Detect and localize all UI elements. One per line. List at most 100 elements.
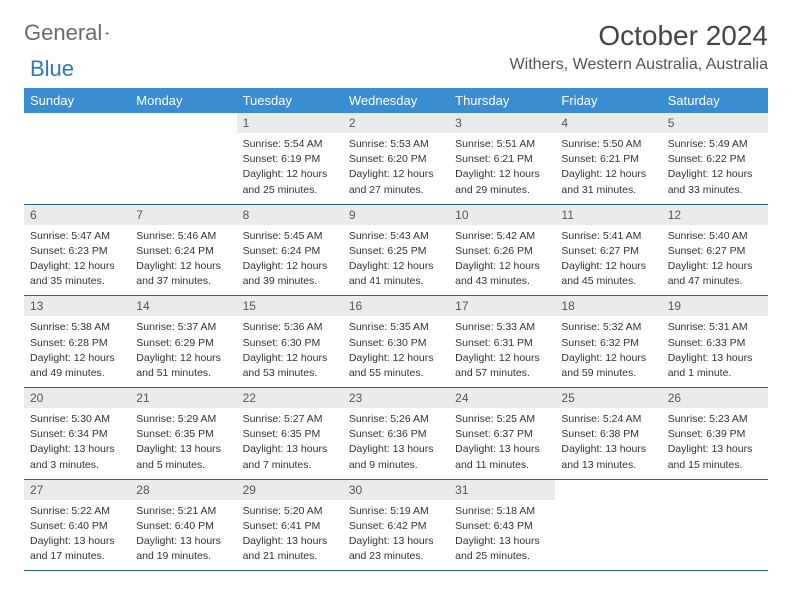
day-cell: 30Sunrise: 5:19 AMSunset: 6:42 PMDayligh… <box>343 480 449 571</box>
daylight1-text: Daylight: 12 hours <box>349 259 443 273</box>
day-cell: 3Sunrise: 5:51 AMSunset: 6:21 PMDaylight… <box>449 113 555 204</box>
sunrise-text: Sunrise: 5:19 AM <box>349 504 443 518</box>
daylight2-text: and 55 minutes. <box>349 366 443 380</box>
sunset-text: Sunset: 6:33 PM <box>668 336 762 350</box>
sunset-text: Sunset: 6:20 PM <box>349 152 443 166</box>
sunrise-text: Sunrise: 5:26 AM <box>349 412 443 426</box>
dayhead-thursday: Thursday <box>449 88 555 113</box>
daylight1-text: Daylight: 13 hours <box>30 534 124 548</box>
day-content: Sunrise: 5:40 AMSunset: 6:27 PMDaylight:… <box>662 225 768 296</box>
logo-part2: Blue <box>30 56 74 82</box>
day-cell <box>662 480 768 571</box>
day-number: 7 <box>130 205 236 225</box>
sunset-text: Sunset: 6:38 PM <box>561 427 655 441</box>
sunset-text: Sunset: 6:21 PM <box>455 152 549 166</box>
day-content: Sunrise: 5:18 AMSunset: 6:43 PMDaylight:… <box>449 500 555 571</box>
day-number: 11 <box>555 205 661 225</box>
day-cell: 25Sunrise: 5:24 AMSunset: 6:38 PMDayligh… <box>555 388 661 479</box>
day-content: Sunrise: 5:41 AMSunset: 6:27 PMDaylight:… <box>555 225 661 296</box>
day-number: 10 <box>449 205 555 225</box>
week-row: 1Sunrise: 5:54 AMSunset: 6:19 PMDaylight… <box>24 113 768 205</box>
day-number: 28 <box>130 480 236 500</box>
location-text: Withers, Western Australia, Australia <box>510 56 768 74</box>
calendar: Sunday Monday Tuesday Wednesday Thursday… <box>24 88 768 571</box>
daylight1-text: Daylight: 13 hours <box>455 534 549 548</box>
day-content: Sunrise: 5:19 AMSunset: 6:42 PMDaylight:… <box>343 500 449 571</box>
day-content: Sunrise: 5:27 AMSunset: 6:35 PMDaylight:… <box>237 408 343 479</box>
day-cell: 16Sunrise: 5:35 AMSunset: 6:30 PMDayligh… <box>343 296 449 387</box>
sunrise-text: Sunrise: 5:29 AM <box>136 412 230 426</box>
daylight2-text: and 25 minutes. <box>243 183 337 197</box>
day-cell: 23 Sunrise: 5:26 AMSunset: 6:36 PMDayligh… <box>343 388 449 479</box>
daylight1-text: Daylight: 12 hours <box>561 167 655 181</box>
daylight1-text: Daylight: 12 hours <box>455 167 549 181</box>
sunset-text: Sunset: 6:35 PM <box>243 427 337 441</box>
day-cell: 17Sunrise: 5:33 AMSunset: 6:31 PMDayligh… <box>449 296 555 387</box>
daylight1-text: Daylight: 13 hours <box>243 534 337 548</box>
day-content: Sunrise: 5:25 AMSunset: 6:37 PMDaylight:… <box>449 408 555 479</box>
sunrise-text: Sunrise: 5:27 AM <box>243 412 337 426</box>
day-cell: 15Sunrise: 5:36 AMSunset: 6:30 PMDayligh… <box>237 296 343 387</box>
day-cell <box>555 480 661 571</box>
day-content: Sunrise: 5:20 AMSunset: 6:41 PMDaylight:… <box>237 500 343 571</box>
daylight2-text: and 13 minutes. <box>561 458 655 472</box>
day-number: 16 <box>343 296 449 316</box>
day-cell: 4Sunrise: 5:50 AMSunset: 6:21 PMDaylight… <box>555 113 661 204</box>
daylight1-text: Daylight: 12 hours <box>243 167 337 181</box>
sunset-text: Sunset: 6:40 PM <box>30 519 124 533</box>
day-content: Sunrise: 5:31 AMSunset: 6:33 PMDaylight:… <box>662 316 768 387</box>
sunrise-text: Sunrise: 5:46 AM <box>136 229 230 243</box>
sunrise-text: Sunrise: 5:38 AM <box>30 320 124 334</box>
day-number: 3 <box>449 113 555 133</box>
day-header-row: Sunday Monday Tuesday Wednesday Thursday… <box>24 88 768 113</box>
daylight1-text: Daylight: 13 hours <box>136 442 230 456</box>
daylight1-text: Daylight: 12 hours <box>668 167 762 181</box>
dayhead-saturday: Saturday <box>662 88 768 113</box>
daylight1-text: Daylight: 12 hours <box>243 259 337 273</box>
sunset-text: Sunset: 6:36 PM <box>349 427 443 441</box>
day-cell: 21Sunrise: 5:29 AMSunset: 6:35 PMDayligh… <box>130 388 236 479</box>
day-number: 23 <box>343 388 449 408</box>
day-content: Sunrise: 5:45 AMSunset: 6:24 PMDaylight:… <box>237 225 343 296</box>
day-content: Sunrise: 5:23 AMSunset: 6:39 PMDaylight:… <box>662 408 768 479</box>
sunset-text: Sunset: 6:40 PM <box>136 519 230 533</box>
sunset-text: Sunset: 6:42 PM <box>349 519 443 533</box>
sunset-text: Sunset: 6:23 PM <box>30 244 124 258</box>
daylight1-text: Daylight: 12 hours <box>349 351 443 365</box>
daylight2-text: and 39 minutes. <box>243 274 337 288</box>
daylight1-text: Daylight: 12 hours <box>561 259 655 273</box>
sunrise-text: Sunrise: 5:23 AM <box>668 412 762 426</box>
sunset-text: Sunset: 6:28 PM <box>30 336 124 350</box>
daylight2-text: and 25 minutes. <box>455 549 549 563</box>
daylight2-text: and 7 minutes. <box>243 458 337 472</box>
daylight2-text: and 17 minutes. <box>30 549 124 563</box>
day-cell: 29Sunrise: 5:20 AMSunset: 6:41 PMDayligh… <box>237 480 343 571</box>
day-number: 12 <box>662 205 768 225</box>
daylight2-text: and 45 minutes. <box>561 274 655 288</box>
sunrise-text: Sunrise: 5:33 AM <box>455 320 549 334</box>
daylight1-text: Daylight: 13 hours <box>668 442 762 456</box>
sunrise-text: Sunrise: 5:25 AM <box>455 412 549 426</box>
sunset-text: Sunset: 6:22 PM <box>668 152 762 166</box>
daylight2-text: and 57 minutes. <box>455 366 549 380</box>
daylight2-text: and 1 minute. <box>668 366 762 380</box>
week-row: 13Sunrise: 5:38 AMSunset: 6:28 PMDayligh… <box>24 296 768 388</box>
sunrise-text: Sunrise: 5:36 AM <box>243 320 337 334</box>
day-number: 25 <box>555 388 661 408</box>
day-cell: 27Sunrise: 5:22 AMSunset: 6:40 PMDayligh… <box>24 480 130 571</box>
daylight1-text: Daylight: 12 hours <box>30 259 124 273</box>
daylight1-text: Daylight: 12 hours <box>668 259 762 273</box>
sunset-text: Sunset: 6:19 PM <box>243 152 337 166</box>
day-number: 29 <box>237 480 343 500</box>
daylight1-text: Daylight: 13 hours <box>349 442 443 456</box>
day-number: 2 <box>343 113 449 133</box>
sunset-text: Sunset: 6:21 PM <box>561 152 655 166</box>
dayhead-friday: Friday <box>555 88 661 113</box>
day-number: 27 <box>24 480 130 500</box>
day-cell: 10Sunrise: 5:42 AMSunset: 6:26 PMDayligh… <box>449 205 555 296</box>
sunset-text: Sunset: 6:43 PM <box>455 519 549 533</box>
sunrise-text: Sunrise: 5:53 AM <box>349 137 443 151</box>
daylight2-text: and 27 minutes. <box>349 183 443 197</box>
sunset-text: Sunset: 6:25 PM <box>349 244 443 258</box>
sunset-text: Sunset: 6:29 PM <box>136 336 230 350</box>
